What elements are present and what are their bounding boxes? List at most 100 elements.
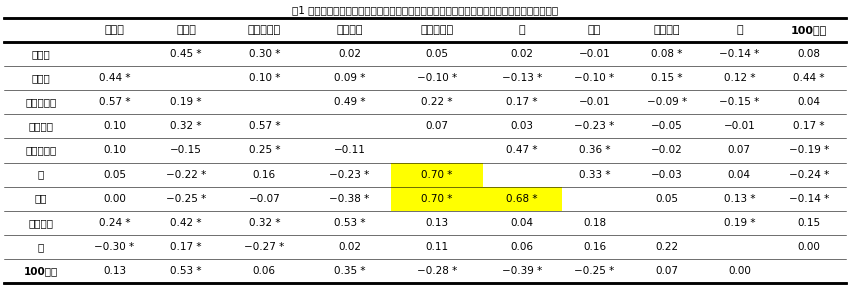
- Text: 0.19 *: 0.19 *: [723, 218, 755, 228]
- Text: −0.10 *: −0.10 *: [417, 73, 457, 83]
- Text: 0.02: 0.02: [338, 242, 361, 252]
- Text: 0.05: 0.05: [655, 194, 678, 204]
- Text: 0.00: 0.00: [798, 242, 820, 252]
- Text: 100粒重: 100粒重: [24, 266, 58, 276]
- Text: 0.18: 0.18: [583, 218, 606, 228]
- Text: 0.49 *: 0.49 *: [334, 97, 366, 107]
- Text: 0.04: 0.04: [797, 97, 820, 107]
- Text: 0.07: 0.07: [728, 145, 751, 155]
- Text: −0.07: −0.07: [248, 194, 280, 204]
- Text: バイオマス: バイオマス: [26, 97, 56, 107]
- Text: 0.13: 0.13: [103, 266, 126, 276]
- Text: マンガン: マンガン: [28, 218, 54, 228]
- Text: 0.08 *: 0.08 *: [651, 49, 683, 59]
- Text: −0.02: −0.02: [651, 145, 683, 155]
- Text: 0.70 *: 0.70 *: [422, 194, 453, 204]
- Text: 0.09 *: 0.09 *: [334, 73, 366, 83]
- Text: 0.30 *: 0.30 *: [249, 49, 280, 59]
- Text: 0.47 *: 0.47 *: [507, 145, 538, 155]
- Text: −0.11: −0.11: [333, 145, 366, 155]
- Text: −0.23 *: −0.23 *: [329, 170, 370, 180]
- Text: バイオマス: バイオマス: [248, 25, 280, 35]
- Text: 0.10: 0.10: [103, 145, 126, 155]
- Text: 0.12 *: 0.12 *: [723, 73, 755, 83]
- Text: 0.68 *: 0.68 *: [507, 194, 538, 204]
- Text: 0.03: 0.03: [511, 121, 534, 131]
- Text: 亜鉛: 亜鉛: [35, 194, 47, 204]
- Bar: [483, 187, 562, 211]
- Text: 亜鉛: 亜鉛: [588, 25, 601, 35]
- Text: 0.17 *: 0.17 *: [171, 242, 202, 252]
- Text: 0.36 *: 0.36 *: [579, 145, 610, 155]
- Text: 0.15 *: 0.15 *: [651, 73, 683, 83]
- Text: 収穫日: 収穫日: [176, 25, 196, 35]
- Text: 100粒重: 100粒重: [791, 25, 827, 35]
- Text: 0.00: 0.00: [103, 194, 126, 204]
- Text: 0.11: 0.11: [426, 242, 449, 252]
- Text: −0.01: −0.01: [579, 97, 610, 107]
- Text: 0.25 *: 0.25 *: [248, 145, 280, 155]
- Text: −0.30 *: −0.30 *: [94, 242, 134, 252]
- Text: −0.05: −0.05: [651, 121, 683, 131]
- Text: 0.13: 0.13: [426, 218, 449, 228]
- Text: −0.25 *: −0.25 *: [575, 266, 615, 276]
- Bar: [391, 162, 483, 187]
- Text: 0.35 *: 0.35 *: [334, 266, 366, 276]
- Text: 子実収量: 子実収量: [28, 121, 54, 131]
- Text: 0.44 *: 0.44 *: [99, 73, 130, 83]
- Text: 0.24 *: 0.24 *: [99, 218, 130, 228]
- Text: −0.14 *: −0.14 *: [719, 49, 759, 59]
- Text: 0.00: 0.00: [728, 266, 751, 276]
- Text: −0.23 *: −0.23 *: [575, 121, 615, 131]
- Text: 銅: 銅: [37, 242, 44, 252]
- Text: 0.57 *: 0.57 *: [248, 121, 280, 131]
- Text: 開花日: 開花日: [105, 25, 124, 35]
- Text: 鉄: 鉄: [37, 170, 44, 180]
- Text: 0.02: 0.02: [511, 49, 534, 59]
- Text: 0.44 *: 0.44 *: [793, 73, 824, 83]
- Text: 0.19 *: 0.19 *: [171, 97, 202, 107]
- Text: −0.38 *: −0.38 *: [329, 194, 370, 204]
- Text: 0.13 *: 0.13 *: [723, 194, 755, 204]
- Text: 0.04: 0.04: [511, 218, 534, 228]
- Text: 開花日: 開花日: [31, 49, 50, 59]
- Text: −0.03: −0.03: [651, 170, 683, 180]
- Text: 銅: 銅: [736, 25, 743, 35]
- Text: 0.10: 0.10: [103, 121, 126, 131]
- Text: 0.53 *: 0.53 *: [334, 218, 366, 228]
- Text: −0.09 *: −0.09 *: [647, 97, 687, 107]
- Text: 粗タンパク: 粗タンパク: [26, 145, 56, 155]
- Text: −0.15 *: −0.15 *: [719, 97, 759, 107]
- Text: 0.57 *: 0.57 *: [99, 97, 130, 107]
- Bar: [391, 187, 483, 211]
- Text: −0.19 *: −0.19 *: [789, 145, 830, 155]
- Text: 0.17 *: 0.17 *: [507, 97, 538, 107]
- Text: 0.06: 0.06: [511, 242, 534, 252]
- Text: −0.27 *: −0.27 *: [244, 242, 285, 252]
- Text: −0.15: −0.15: [170, 145, 202, 155]
- Text: 0.07: 0.07: [655, 266, 678, 276]
- Text: 粗タンパク: 粗タンパク: [421, 25, 454, 35]
- Text: −0.10 *: −0.10 *: [575, 73, 615, 83]
- Text: 0.33 *: 0.33 *: [579, 170, 610, 180]
- Text: 鉄: 鉄: [518, 25, 525, 35]
- Text: 表1 主な農業・子実品質関連形質間の表現型相関（上部対角面）と遺伝型相関（下部対角面）: 表1 主な農業・子実品質関連形質間の表現型相関（上部対角面）と遺伝型相関（下部対…: [292, 5, 558, 15]
- Text: −0.25 *: −0.25 *: [166, 194, 207, 204]
- Text: −0.13 *: −0.13 *: [502, 73, 542, 83]
- Text: 0.45 *: 0.45 *: [171, 49, 202, 59]
- Text: 0.08: 0.08: [797, 49, 820, 59]
- Text: 0.02: 0.02: [338, 49, 361, 59]
- Text: 0.32 *: 0.32 *: [248, 218, 280, 228]
- Text: 0.05: 0.05: [426, 49, 449, 59]
- Text: 0.10 *: 0.10 *: [249, 73, 280, 83]
- Text: 0.17 *: 0.17 *: [793, 121, 824, 131]
- Text: 0.16: 0.16: [583, 242, 606, 252]
- Text: 0.42 *: 0.42 *: [171, 218, 202, 228]
- Text: 0.70 *: 0.70 *: [422, 170, 453, 180]
- Text: −0.01: −0.01: [579, 49, 610, 59]
- Text: 0.53 *: 0.53 *: [171, 266, 202, 276]
- Text: 0.22 *: 0.22 *: [422, 97, 453, 107]
- Text: 子実収量: 子実収量: [337, 25, 363, 35]
- Text: 0.05: 0.05: [103, 170, 126, 180]
- Text: 収穫日: 収穫日: [31, 73, 50, 83]
